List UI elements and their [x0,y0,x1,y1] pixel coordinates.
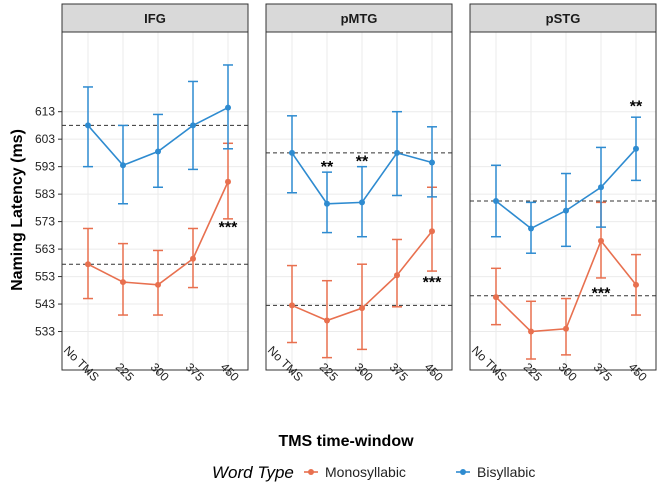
significance-marker: ** [321,159,334,176]
legend-title: Word Type [212,463,294,482]
data-point [394,272,400,279]
data-point [324,317,330,324]
facet-title: IFG [144,11,166,26]
series-monosyllabic [83,142,233,316]
series-monosyllabic [287,186,437,359]
y-tick-label: 563 [35,242,55,256]
data-point [528,328,534,335]
data-point [155,281,161,288]
significance-marker: *** [219,220,238,237]
legend-label-bisyllabic: Bisyllabic [477,464,535,480]
legend-key-point [308,469,314,475]
legend-label-monosyllabic: Monosyllabic [325,464,406,480]
legend-key-point [460,469,466,475]
data-point [225,104,231,111]
legend: Word Type Monosyllabic Bisyllabic [212,463,535,482]
data-point [633,145,639,152]
data-point [598,184,604,191]
y-tick-label: 603 [35,132,55,146]
y-axis-title: Naming Latency (ms) [9,129,26,291]
y-tick-label: 613 [35,105,55,119]
data-point [429,228,435,235]
y-tick-label: 553 [35,270,55,284]
data-point [563,325,569,332]
y-tick-label: 583 [35,187,55,201]
panel-pmtg: pMTG** *****No TMS 225 300 375 450 [265,3,453,384]
data-point [633,281,639,288]
data-point [324,200,330,207]
significance-marker: *** [423,275,442,292]
panel-pstg: pSTG*****No TMS 225 300 375 450 [469,3,657,384]
facet-strip [469,3,657,33]
data-point [598,237,604,244]
data-point [493,294,499,301]
significance-marker: *** [592,286,611,303]
facet-title: pMTG [341,11,378,26]
data-point [85,261,91,268]
data-point [289,302,295,309]
data-point [359,305,365,312]
data-point [120,162,126,169]
data-point [190,122,196,129]
series-bisyllabic [287,110,437,238]
data-point [394,149,400,156]
data-point [85,122,91,129]
y-tick-label: 543 [35,297,55,311]
y-tick-label: 573 [35,215,55,229]
data-point [225,178,231,185]
panel-ifg: IFG***No TMS 225 300 375 450 [61,3,249,384]
panel-border [61,31,249,371]
facet-strip [61,3,249,33]
y-tick-label: 533 [35,325,55,339]
y-axis: 533 543 553 563 573 583 593 603 613 [35,105,62,339]
y-tick-label: 593 [35,160,55,174]
data-point [120,279,126,286]
data-point [155,148,161,155]
plot-background [62,32,248,370]
series-bisyllabic [491,116,641,254]
panel-border [265,31,453,371]
panel-border [469,31,657,371]
data-point [563,207,569,214]
data-point [289,149,295,156]
x-axis-title: TMS time-window [278,433,414,450]
facet-strip [265,3,453,33]
data-point [429,159,435,166]
significance-marker: ** [356,154,369,171]
data-point [190,255,196,262]
data-point [493,198,499,204]
significance-marker: ** [630,99,643,116]
data-point [528,225,534,232]
data-point [359,199,365,206]
facet-title: pSTG [546,11,581,26]
plot-background [266,32,452,370]
series-bisyllabic [83,64,233,205]
